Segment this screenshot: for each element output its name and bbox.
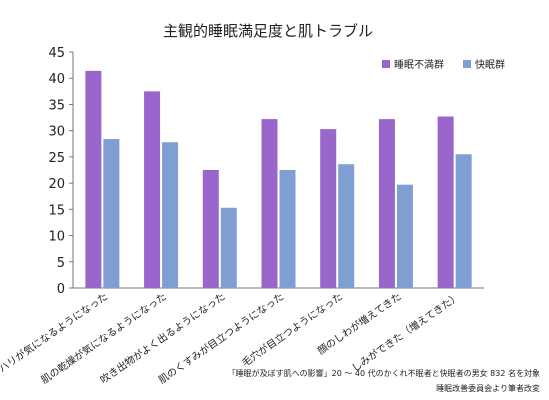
source-note-line2: 睡眠改善委員会より筆者改変 (436, 383, 540, 393)
bar-series-2-cat-1 (103, 139, 120, 288)
bar-series-1-cat-2 (144, 91, 161, 288)
bar-series-2-cat-2 (162, 142, 179, 288)
x-category-label: 毛穴が目立つようになった (239, 290, 345, 369)
bar-series-1-cat-1 (85, 70, 102, 288)
x-category-label: しみができた（増えてきた） (349, 290, 462, 375)
y-tick-label: 30 (48, 125, 65, 140)
y-tick-label: 15 (48, 203, 65, 218)
bars-group (85, 70, 472, 288)
source-note-line1: 「睡眠が及ぼす肌への影響」20 ～ 40 代のかくれ不眠者と快眠者の男女 832… (228, 368, 540, 378)
bar-series-2-cat-6 (396, 184, 413, 288)
y-tick-label: 20 (48, 177, 65, 192)
bar-series-1-cat-4 (261, 119, 278, 288)
legend-label-series-2: 快眠群 (475, 58, 505, 71)
y-axis: 0 5 10 15 20 25 30 35 40 45 (48, 46, 74, 297)
y-tick-label: 40 (48, 72, 65, 87)
y-tick-label: 0 (57, 282, 65, 297)
legend: 睡眠不満群 快眠群 (382, 58, 505, 71)
bar-series-1-cat-6 (378, 119, 395, 288)
bar-series-2-cat-4 (279, 170, 296, 288)
y-tick-label: 45 (48, 46, 65, 61)
y-tick-label: 10 (48, 230, 65, 245)
bar-series-2-cat-3 (220, 207, 237, 288)
y-tick-label: 5 (57, 256, 65, 271)
bar-series-1-cat-5 (320, 129, 337, 288)
chart-title: 主観的睡眠満足度と肌トラブル (163, 22, 373, 40)
bar-series-2-cat-5 (338, 164, 355, 288)
legend-label-series-1: 睡眠不満群 (394, 58, 444, 71)
bar-series-1-cat-7 (437, 116, 454, 288)
y-tick-label: 25 (48, 151, 65, 166)
y-tick-label: 35 (48, 98, 65, 113)
legend-swatch-series-2 (463, 60, 471, 68)
legend-swatch-series-1 (382, 60, 390, 68)
bar-series-2-cat-7 (455, 154, 472, 288)
bar-series-1-cat-3 (202, 170, 219, 288)
